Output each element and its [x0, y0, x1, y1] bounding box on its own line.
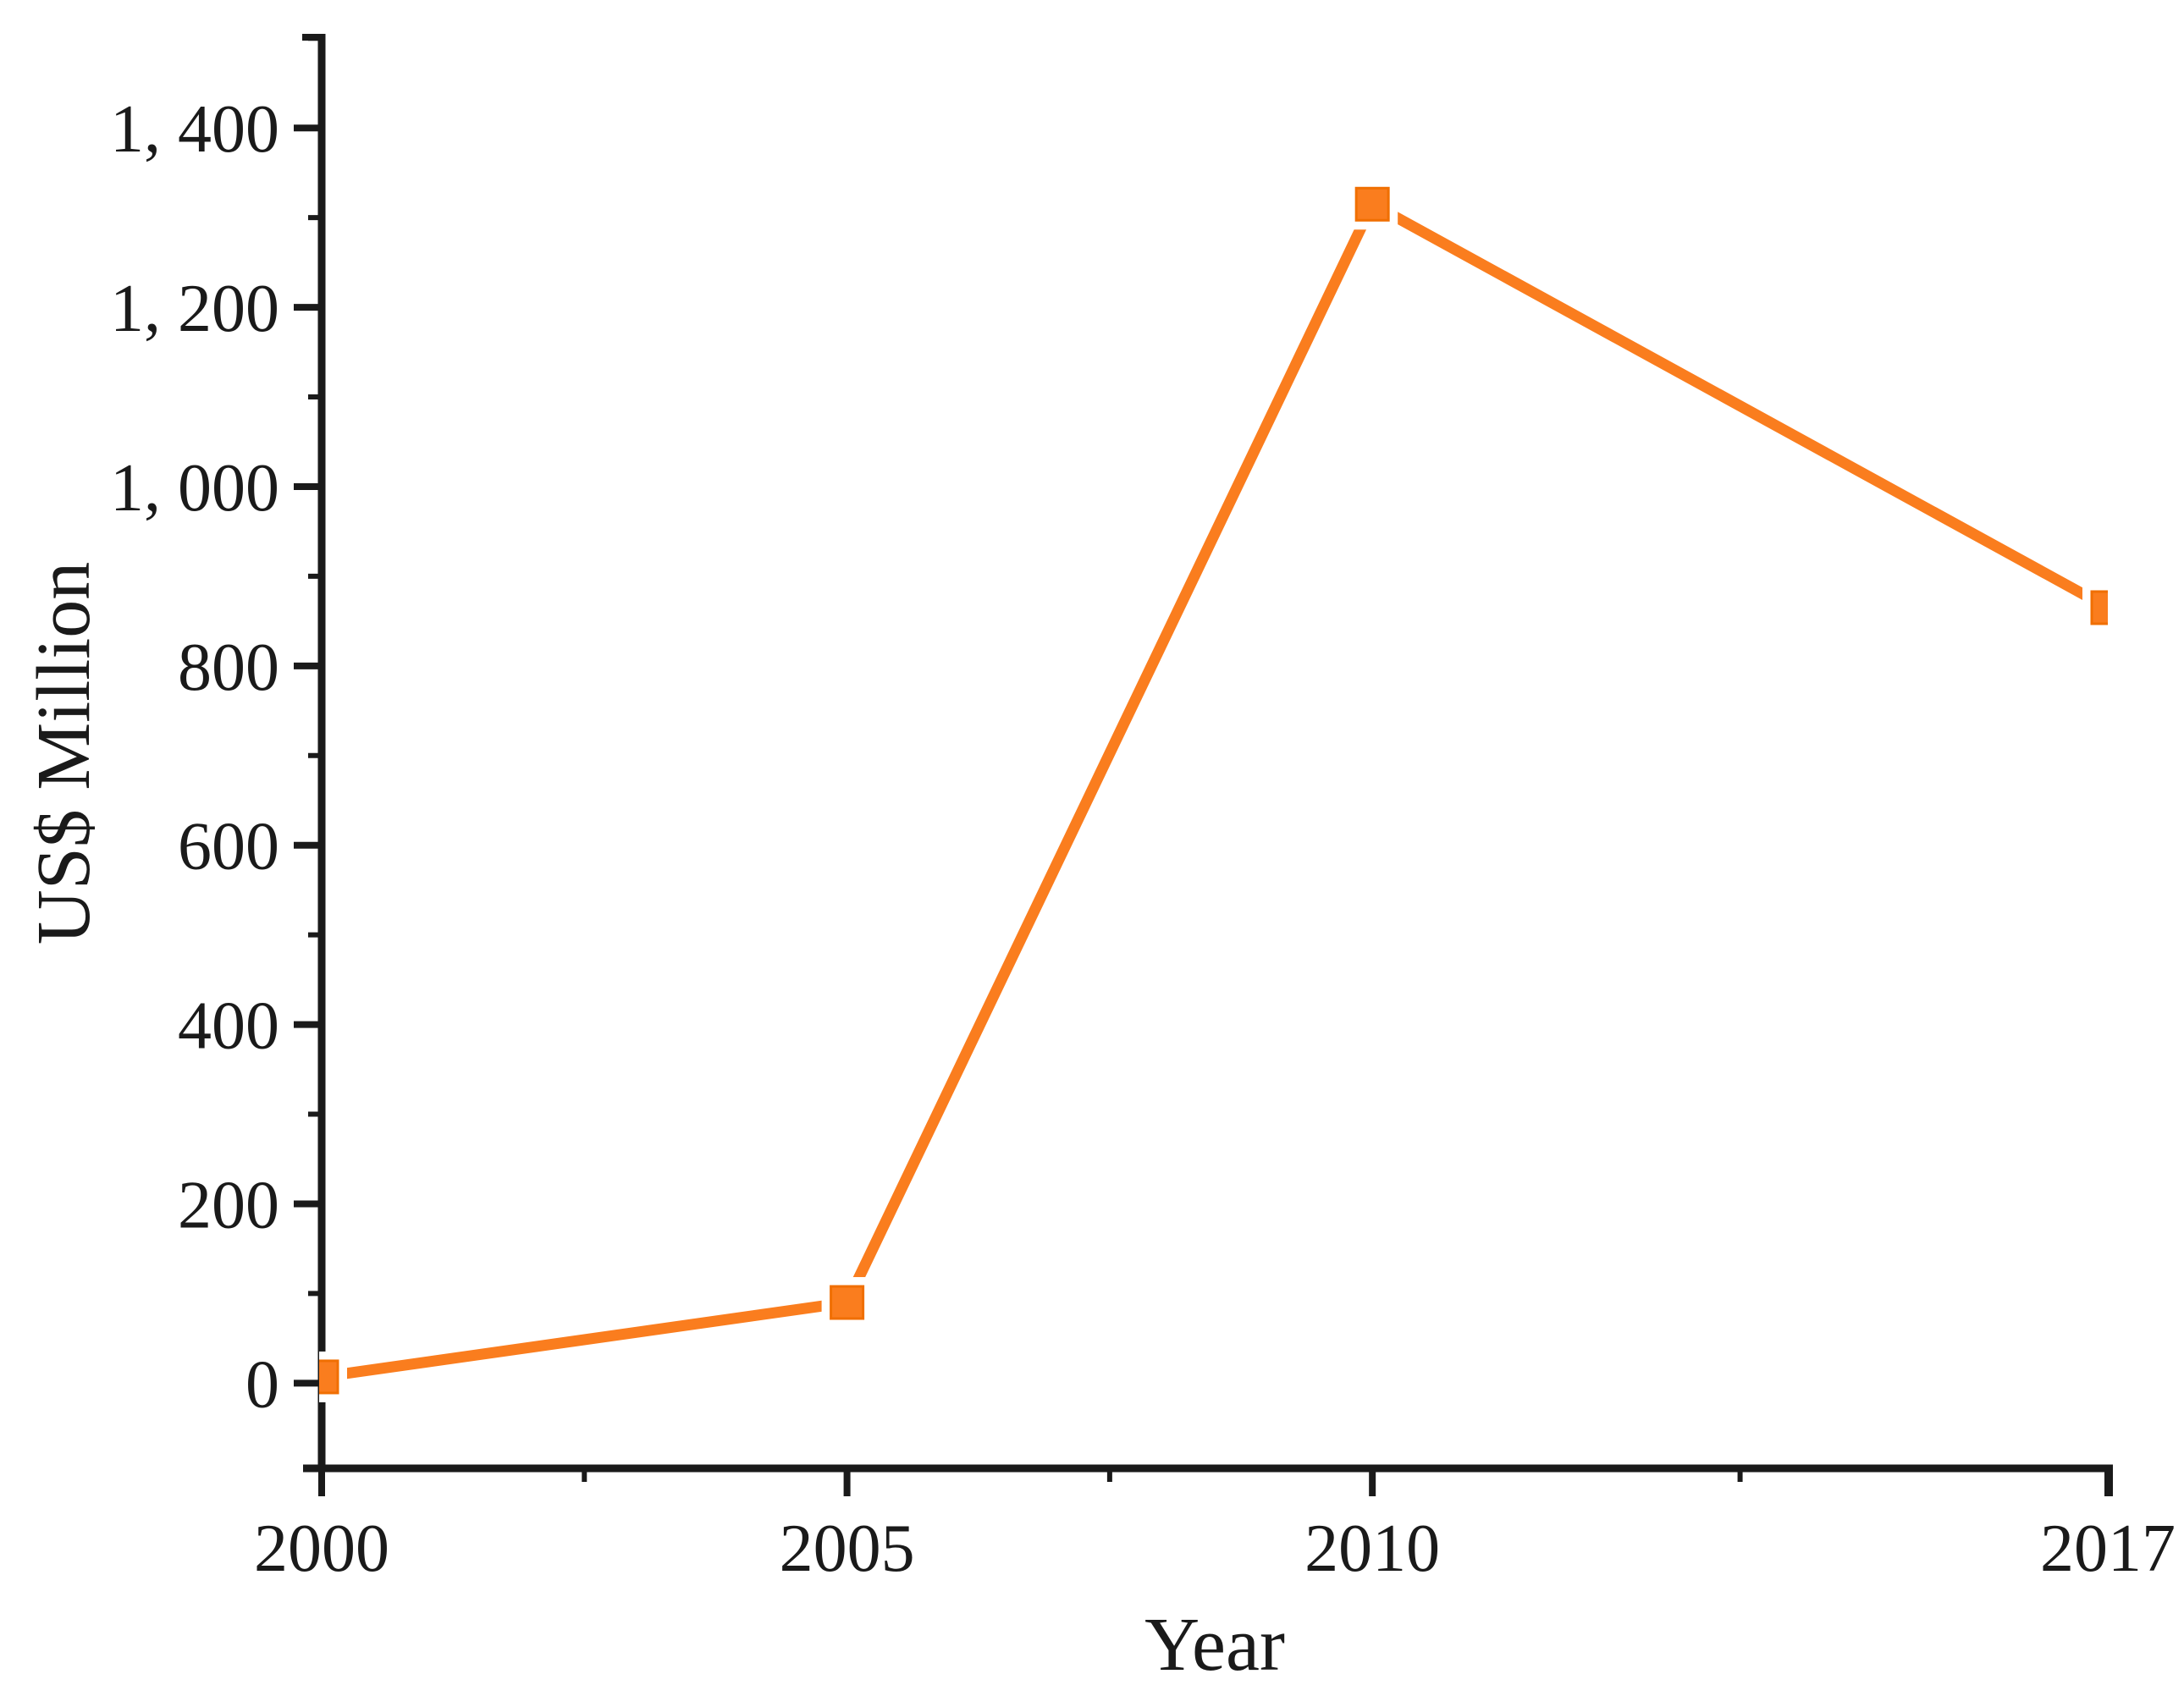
x-tick-label: 2010 [1304, 1512, 1440, 1586]
y-tick-label: 400 [178, 989, 279, 1064]
x-axis-title: Year [1144, 1603, 1285, 1687]
y-tick-label: 1, 400 [110, 92, 279, 167]
axes [302, 34, 2113, 1496]
x-tick-label: 2005 [780, 1512, 915, 1586]
data-point-marker-2005 [830, 1285, 865, 1320]
y-tick-label: 200 [178, 1168, 279, 1242]
x-tick-label: 2017 [2040, 1512, 2176, 1586]
x-tick-label: 2000 [254, 1512, 389, 1586]
y-tick-label: 1, 200 [110, 272, 279, 346]
y-tick-label: 1, 000 [110, 451, 279, 526]
tick-labels: 0 200 400 600 800 1, 000 1, 200 1, 400 2000 2005 2… [110, 92, 2176, 1586]
series-group [319, 179, 2108, 1402]
y-tick-label: 0 [245, 1347, 279, 1422]
data-point-marker-2017 [2090, 590, 2108, 625]
series-line [321, 196, 2108, 1383]
y-tick-label: 800 [178, 630, 279, 705]
data-point-marker-2000 [319, 1359, 339, 1395]
y-tick-label: 600 [178, 810, 279, 884]
y-axis-title: US$ Million [22, 562, 106, 945]
data-point-marker-2010 [1354, 186, 1390, 222]
data-series [319, 179, 2108, 1402]
